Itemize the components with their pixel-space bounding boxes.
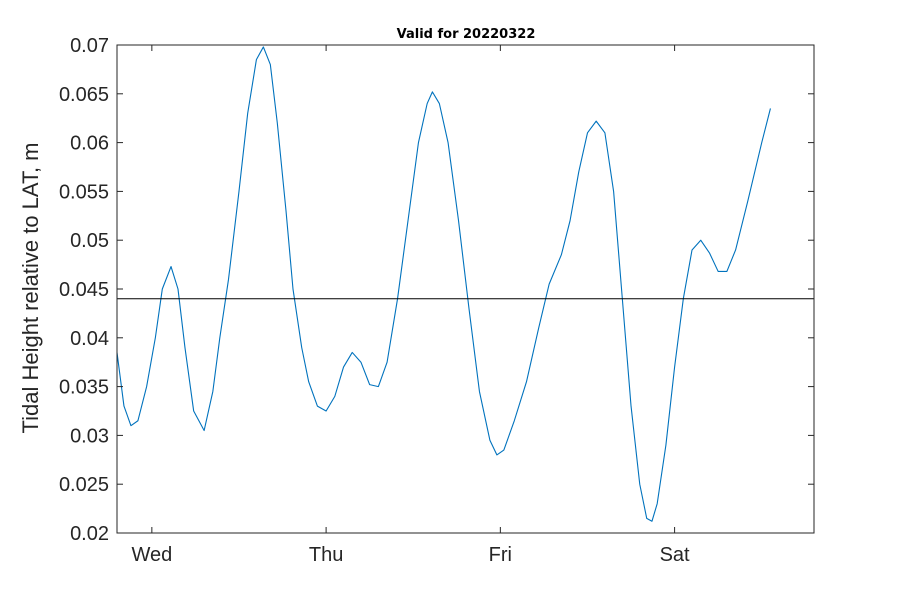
series-layer — [116, 46, 771, 522]
ticks-layer: 0.02 0.025 0.03 0.035 0.04 0.045 0.05 0.055 0.06… — [59, 35, 814, 566]
plot-area-frame — [116, 44, 815, 534]
y-tick-label: 0.055 — [59, 181, 109, 203]
x-tick-label: Wed — [131, 544, 172, 566]
y-tick-label: 0.065 — [59, 84, 109, 106]
y-tick-label: 0.03 — [70, 425, 109, 447]
chart-title: Valid for 20220322 — [397, 27, 536, 42]
x-tick-label: Fri — [489, 544, 512, 566]
x-tick-label: Thu — [309, 544, 343, 566]
y-tick-label: 0.025 — [59, 474, 109, 496]
y-tick-label: 0.05 — [70, 230, 109, 252]
y-axis-label: Tidal Height relative to LAT, m — [18, 142, 43, 433]
y-tick-label: 0.06 — [70, 133, 109, 155]
y-tick-label: 0.02 — [70, 523, 109, 545]
y-tick-label: 0.045 — [59, 279, 109, 301]
y-tick-label: 0.07 — [70, 35, 109, 57]
y-tick-label: 0.04 — [70, 328, 109, 350]
series-line-0 — [116, 46, 771, 522]
y-tick-label: 0.035 — [59, 377, 109, 399]
x-tick-label: Sat — [660, 544, 690, 566]
